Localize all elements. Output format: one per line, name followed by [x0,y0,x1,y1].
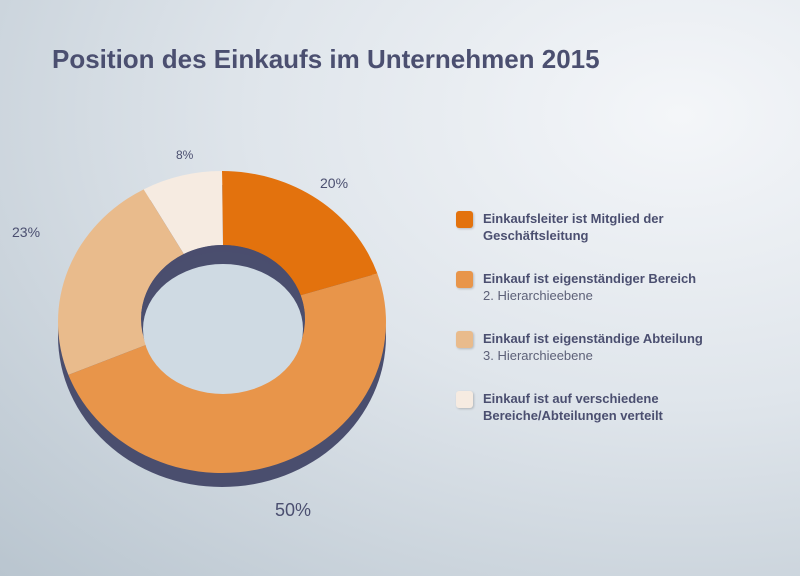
value-label-3: 8% [176,148,194,162]
value-label-0: 20% [320,175,349,191]
legend-swatch [456,331,473,348]
legend-label: Einkauf ist eigenständiger Bereich [483,271,697,286]
donut-hole [143,264,303,394]
legend-label: Einkauf ist auf verschiedene Bereiche/Ab… [483,391,663,423]
donut-slice-3 [143,171,223,254]
donut-slice-2 [57,189,184,375]
legend-item-1: Einkauf ist eigenständiger Bereich 2. Hie… [456,270,786,314]
legend-item-3: Einkauf ist auf verschiedene Bereiche/Ab… [456,390,786,434]
legend: Einkaufsleiter ist Mitglied der Geschäft… [456,210,786,450]
legend-item-2: Einkauf ist eigenständige Abteilung 3. Hi… [456,330,786,374]
legend-swatch [456,391,473,408]
legend-swatch [456,211,473,228]
legend-swatch [456,271,473,288]
donut-slice-1 [68,273,386,473]
legend-sublabel: 2. Hierarchieebene [483,288,593,303]
legend-label: Einkauf ist eigenständige Abteilung [483,331,703,346]
donut-slice-0 [222,171,378,296]
value-label-1: 50% [275,500,312,520]
chart-title: Position des Einkaufs im Unternehmen 201… [52,44,600,74]
legend-item-0: Einkaufsleiter ist Mitglied der Geschäft… [456,210,786,254]
legend-sublabel: 3. Hierarchieebene [483,348,593,363]
legend-label: Einkaufsleiter ist Mitglied der Geschäft… [483,211,664,243]
value-label-2: 23% [12,224,41,240]
